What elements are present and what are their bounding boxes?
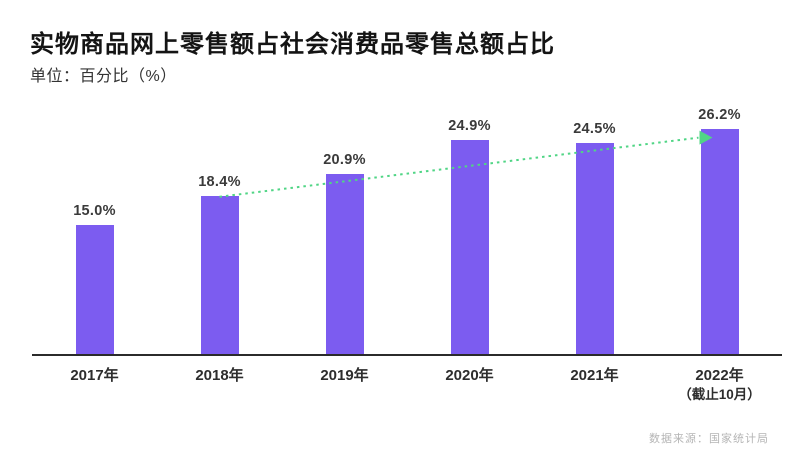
bar-column-2021年: 24.5% [532,104,657,354]
bar-2022年 [700,128,739,354]
data-source-note: 数据来源：国家统计局 [649,433,769,445]
bar-column-2020年: 24.9% [407,104,532,354]
bar-value-label: 15.0% [73,203,116,219]
bar-chart-plot-area: 15.0% 18.4% 20.9% 24.9% 24.5% 26.2% [32,104,782,356]
bar-2020年 [450,139,489,354]
bar-2018年 [200,195,239,354]
bar-column-2022年: 26.2% [657,104,782,354]
bar-2021年 [575,143,614,354]
bars-row: 15.0% 18.4% 20.9% 24.9% 24.5% 26.2% [32,104,782,354]
bar-value-label: 18.4% [198,173,241,190]
chart-unit-subtitle: 单位：百分比（%） [30,68,177,85]
chart-title: 实物商品网上零售额占社会消费品零售总额占比 [30,31,555,58]
bar-value-label: 24.5% [573,121,616,138]
x-axis-label-2020年: 2020年 [445,367,494,384]
x-axis-sublabel: （截止10月） [678,387,761,402]
bar-value-label: 26.2% [698,106,741,123]
bar-column-2019年: 20.9% [282,104,407,354]
x-axis-label-2017年: 2017年 [70,367,119,384]
x-axis-label-2019年: 2019年 [320,367,369,384]
bar-2019年 [325,174,364,354]
x-axis-label-2018年: 2018年 [195,367,244,384]
bar-column-2018年: 18.4% [157,104,282,354]
x-axis-labels: 2017年 2018年 2019年 2020年 2021年 2022年 （截止10月） [32,366,782,404]
bar-column-2017年: 15.0% [32,104,157,354]
bar-value-label: 20.9% [323,152,366,169]
bar-2017年 [75,225,114,354]
x-axis-label-2021年: 2021年 [570,367,619,384]
x-axis-label-2022年: 2022年 （截止10月） [657,366,782,404]
bar-value-label: 24.9% [448,117,491,134]
